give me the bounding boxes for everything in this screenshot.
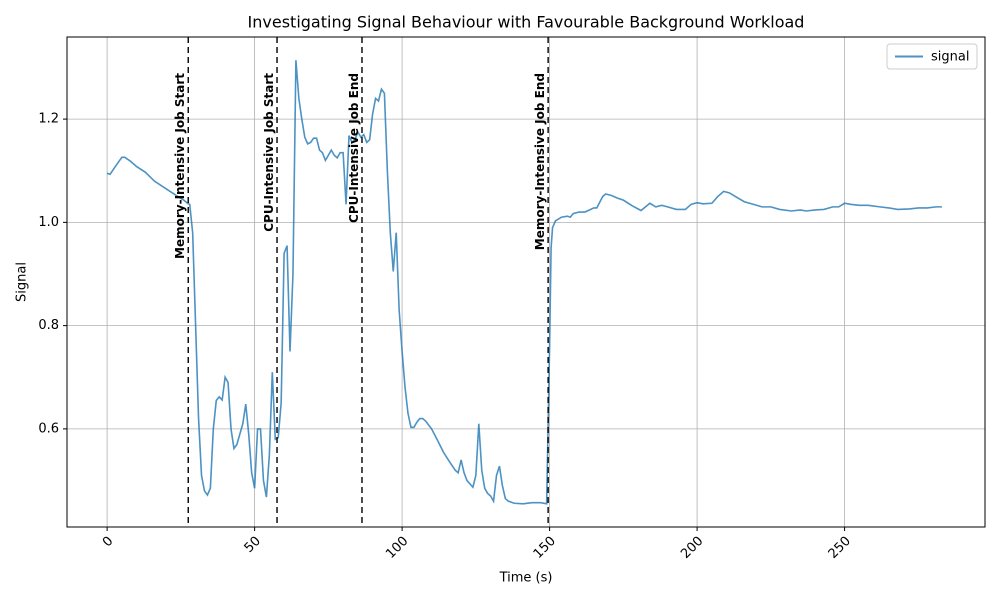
y-tick-label: 0.6 <box>38 421 59 436</box>
x-tick-label: 150 <box>531 534 559 562</box>
x-tick-label: 0 <box>100 534 116 550</box>
event-label: Memory-Intensive Job End <box>533 73 547 250</box>
y-tick-label: 0.8 <box>38 318 59 333</box>
legend-label: signal <box>931 50 969 65</box>
x-axis-label: Time (s) <box>499 571 553 586</box>
x-tick-label: 250 <box>826 534 854 562</box>
event-label: CPU-Intensive Job End <box>347 73 361 223</box>
chart-title: Investigating Signal Behaviour with Favo… <box>248 13 805 32</box>
event-label: Memory-Intensive Job Start <box>173 73 187 259</box>
axes-frame <box>66 36 986 528</box>
x-tick-label: 50 <box>242 534 264 556</box>
y-tick-label: 1.0 <box>38 215 59 230</box>
x-tick-label: 200 <box>678 534 706 562</box>
y-tick-label: 1.2 <box>38 112 59 127</box>
signal-line <box>106 60 942 505</box>
event-label: CPU-Intensive Job Start <box>262 73 276 232</box>
legend-box <box>886 43 978 70</box>
x-tick-label: 100 <box>383 534 411 562</box>
y-axis-label: Signal <box>15 262 30 302</box>
